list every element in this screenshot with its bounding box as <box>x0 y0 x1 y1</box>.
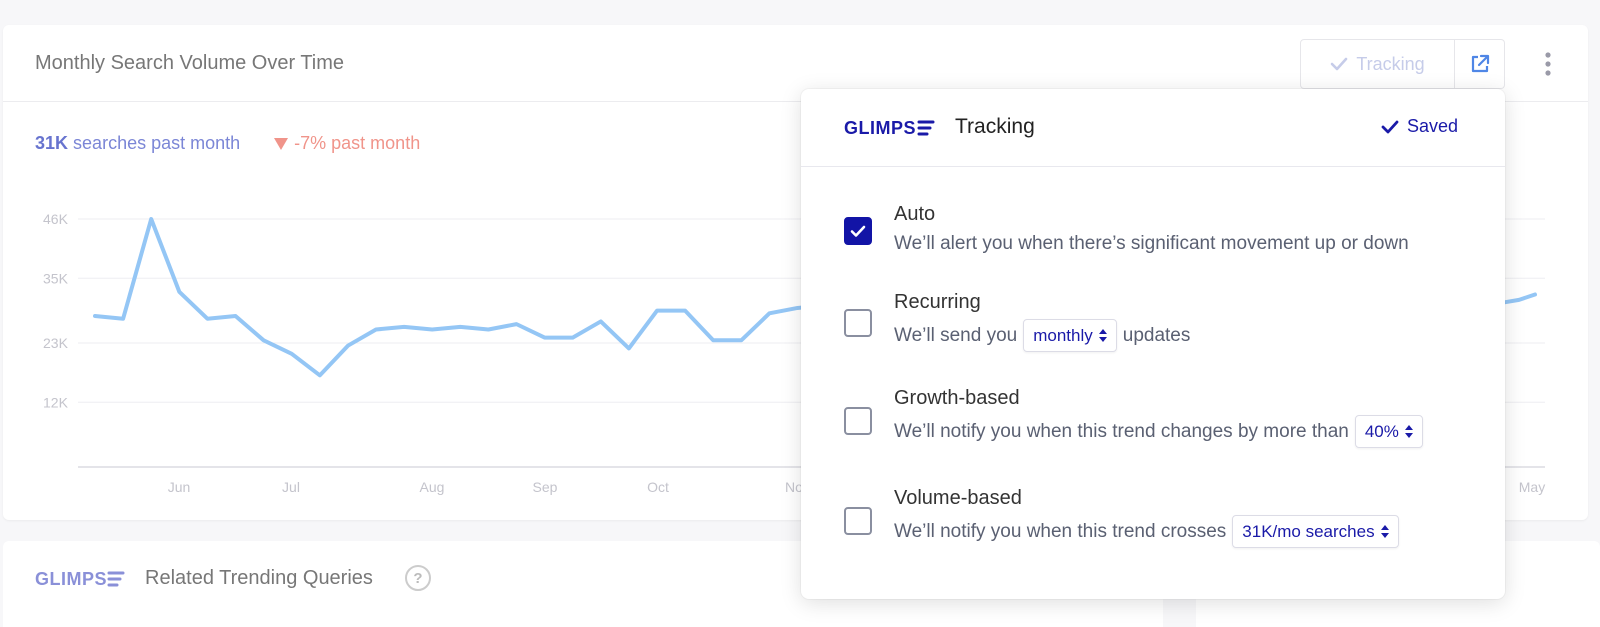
option-description-text: We’ll send you <box>894 324 1018 346</box>
search-count-label: searches past month <box>73 133 241 153</box>
popup-title: Tracking <box>955 115 1035 138</box>
option-description: We’ll send you monthly updates <box>894 319 1190 352</box>
option-description-suffix: updates <box>1122 324 1191 346</box>
select-arrows-icon <box>1404 425 1413 438</box>
x-tick-label: May <box>1519 479 1545 495</box>
x-tick-label: Jul <box>282 479 300 495</box>
open-external-button[interactable] <box>1455 39 1505 89</box>
x-tick-label: Oct <box>647 479 669 495</box>
kebab-menu-icon <box>1545 52 1551 76</box>
growth-checkbox[interactable] <box>844 407 872 435</box>
svg-text:GLIMPS: GLIMPS <box>35 569 107 589</box>
option-description-text: We’ll notify you when this trend changes… <box>894 420 1349 442</box>
external-link-icon <box>1471 54 1489 73</box>
glimpse-logo: GLIMPS <box>844 118 935 138</box>
option-description-text: We’ll notify you when this trend crosses <box>894 520 1227 542</box>
x-tick-label: Jun <box>168 479 191 495</box>
volume-checkbox[interactable] <box>844 507 872 535</box>
tracking-button[interactable]: Tracking <box>1300 39 1455 89</box>
tracking-button-label: Tracking <box>1356 53 1425 74</box>
frequency-select[interactable]: monthly <box>1023 319 1117 352</box>
option-description: We’ll notify you when this trend changes… <box>894 415 1423 448</box>
series-line <box>93 217 828 378</box>
saved-label: Saved <box>1407 116 1459 136</box>
option-description-text: We’ll alert you when there’s significant… <box>894 233 1409 254</box>
option-name: Auto <box>894 203 936 225</box>
card-header: Monthly Search Volume Over Time Tracking <box>3 25 1588 102</box>
y-tick-label: 46K <box>43 211 69 227</box>
stats-row: 31K searches past month -7% past month <box>35 133 420 154</box>
popup-header: GLIMPS Tracking Saved <box>801 89 1505 167</box>
check-icon <box>1331 57 1348 71</box>
select-arrows-icon <box>1380 525 1389 538</box>
help-icon[interactable]: ? <box>405 565 431 591</box>
card-title: Monthly Search Volume Over Time <box>35 51 345 74</box>
saved-status: Saved <box>1381 116 1458 137</box>
select-arrows-icon <box>1098 329 1107 342</box>
change-indicator: -7% past month <box>274 133 420 154</box>
volume-threshold-select[interactable]: 31K/mo searches <box>1232 515 1399 548</box>
y-tick-label: 35K <box>43 270 69 286</box>
check-icon <box>850 225 866 237</box>
option-name: Recurring <box>894 291 981 313</box>
growth-threshold-select[interactable]: 40% <box>1354 415 1423 448</box>
option-name: Growth-based <box>894 387 1020 409</box>
volume-threshold-value: 31K/mo searches <box>1242 521 1375 541</box>
svg-text:GLIMPS: GLIMPS <box>844 118 916 138</box>
down-triangle-icon <box>274 137 289 150</box>
frequency-select-value: monthly <box>1033 325 1093 345</box>
more-options-button[interactable] <box>1533 47 1563 81</box>
recurring-checkbox[interactable] <box>844 309 872 337</box>
x-tick-label: Aug <box>420 479 445 495</box>
growth-threshold-value: 40% <box>1364 421 1399 441</box>
change-label: -7% past month <box>294 133 421 153</box>
check-icon <box>1381 120 1399 133</box>
x-tick-label: No <box>785 479 803 495</box>
related-queries-title: Related Trending Queries <box>145 567 373 589</box>
auto-checkbox[interactable] <box>844 217 872 245</box>
y-tick-label: 12K <box>43 394 69 410</box>
glimpse-logo: GLIMPS <box>35 569 125 589</box>
option-description: We’ll alert you when there’s significant… <box>894 233 1409 255</box>
option-description: We’ll notify you when this trend crosses… <box>894 515 1399 548</box>
option-name: Volume-based <box>894 487 1022 509</box>
y-tick-label: 23K <box>43 335 69 351</box>
x-tick-label: Sep <box>533 479 558 495</box>
tracking-popup: GLIMPS Tracking Saved Auto We’ll alert y… <box>801 89 1505 599</box>
search-count-value: 31K <box>35 133 69 153</box>
search-count: 31K searches past month <box>35 133 240 154</box>
